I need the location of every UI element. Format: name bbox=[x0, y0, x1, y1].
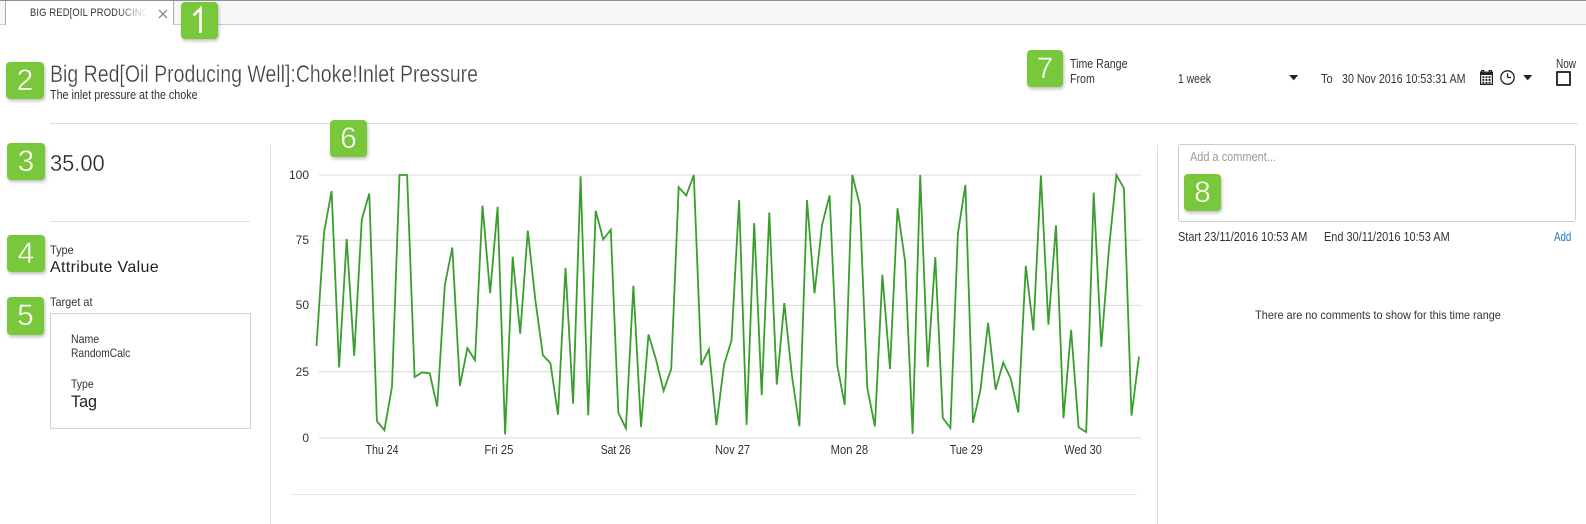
svg-text:100: 100 bbox=[289, 168, 309, 182]
svg-text:Tue 29: Tue 29 bbox=[950, 443, 983, 457]
svg-text:0: 0 bbox=[302, 431, 309, 445]
svg-text:Wed 30: Wed 30 bbox=[1064, 443, 1101, 457]
svg-text:Mon 28: Mon 28 bbox=[831, 443, 869, 457]
svg-text:25: 25 bbox=[296, 365, 310, 379]
svg-text:75: 75 bbox=[296, 233, 310, 247]
svg-text:Nov 27: Nov 27 bbox=[715, 443, 750, 457]
svg-text:Sat 26: Sat 26 bbox=[601, 443, 631, 457]
svg-text:Fri 25: Fri 25 bbox=[484, 443, 513, 457]
svg-text:Thu 24: Thu 24 bbox=[366, 443, 399, 457]
svg-text:50: 50 bbox=[296, 298, 310, 312]
